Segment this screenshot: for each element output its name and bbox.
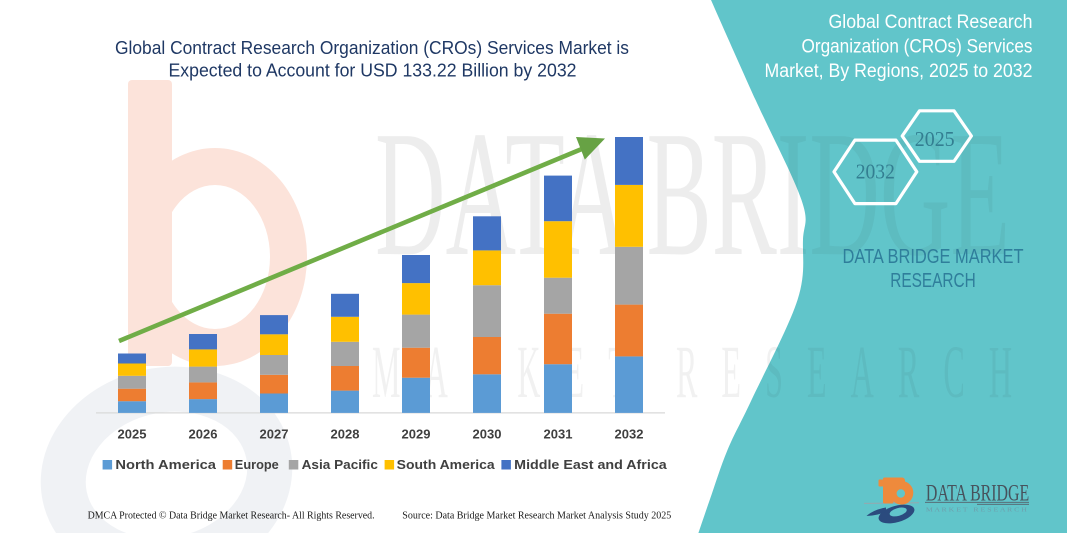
svg-text:Global Contract Research: Global Contract Research	[829, 12, 1033, 33]
svg-text:2026: 2026	[189, 427, 218, 442]
svg-text:Middle East and Africa: Middle East and Africa	[514, 457, 667, 472]
svg-text:2028: 2028	[331, 427, 360, 442]
svg-text:Market, By Regions, 2025 to 20: Market, By Regions, 2025 to 2032	[765, 61, 1033, 82]
svg-text:Source: Data Bridge Market Res: Source: Data Bridge Market Research Mark…	[402, 510, 671, 521]
svg-text:2032: 2032	[856, 160, 895, 184]
svg-text:DMCA Protected © Data Bridge M: DMCA Protected © Data Bridge Market Rese…	[88, 510, 375, 521]
svg-text:Global Contract Research Organ: Global Contract Research Organization (C…	[115, 37, 629, 58]
svg-text:2030: 2030	[473, 427, 502, 442]
svg-text:South America: South America	[397, 457, 496, 472]
svg-text:Expected to Account for USD 13: Expected to Account for USD 133.22 Billi…	[169, 60, 577, 81]
svg-text:M A R K E T R E S E A R C H: M A R K E T R E S E A R C H	[926, 507, 1027, 514]
svg-text:Asia Pacific: Asia Pacific	[302, 457, 378, 472]
svg-text:Europe: Europe	[235, 457, 279, 472]
svg-text:2025: 2025	[118, 427, 147, 442]
svg-text:2031: 2031	[544, 427, 573, 442]
svg-text:RESEARCH: RESEARCH	[890, 270, 976, 292]
svg-text:2025: 2025	[915, 127, 955, 151]
svg-text:DATA BRIDGE: DATA BRIDGE	[926, 481, 1029, 507]
svg-text:North America: North America	[115, 457, 216, 472]
svg-text:2032: 2032	[615, 427, 644, 442]
svg-text:2027: 2027	[260, 427, 289, 442]
svg-text:2029: 2029	[402, 427, 431, 442]
svg-text:DATA BRIDGE MARKET: DATA BRIDGE MARKET	[843, 246, 1024, 268]
svg-text:Organization (CROs) Services: Organization (CROs) Services	[802, 36, 1033, 57]
